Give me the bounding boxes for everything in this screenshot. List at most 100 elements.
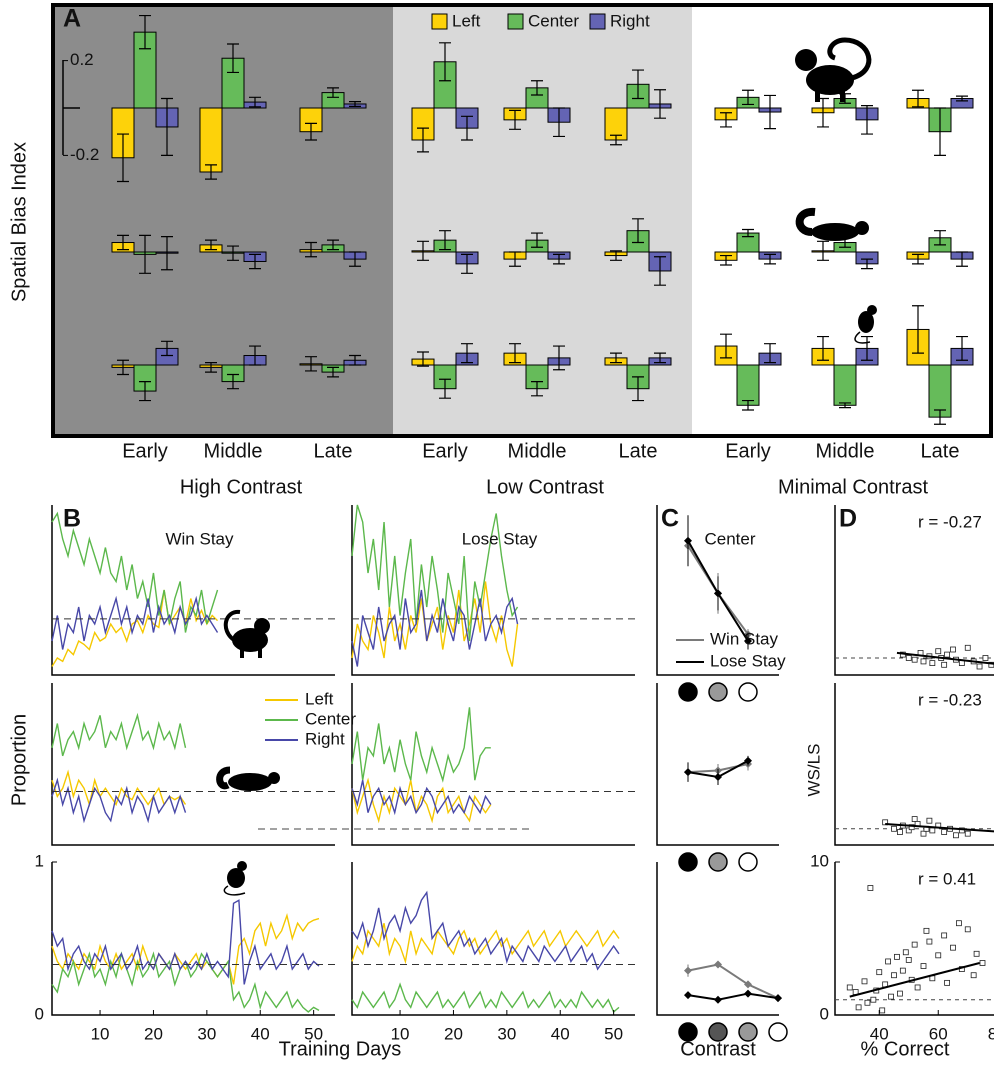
scatter-point — [897, 990, 903, 997]
error-bar — [956, 95, 968, 102]
y-tick-label: 10 — [810, 851, 829, 870]
scatter-point — [973, 950, 980, 957]
correlation-label: r = -0.23 — [918, 690, 982, 709]
error-bar — [610, 352, 622, 364]
scatter-point — [926, 817, 933, 824]
contrast-label: Minimal Contrast — [778, 476, 928, 498]
error-bar — [461, 115, 473, 141]
scatter-point — [911, 941, 918, 948]
error-bar — [439, 378, 451, 399]
scatter-point — [920, 830, 927, 837]
scatter-point — [920, 658, 927, 665]
series-line — [351, 777, 492, 824]
panel-letter: D — [839, 505, 857, 533]
bar — [199, 107, 223, 173]
correlation-label: r = -0.27 — [918, 512, 982, 531]
error-bar — [161, 340, 173, 357]
error-bar — [720, 254, 732, 266]
legend-label: Left — [452, 11, 481, 30]
scatter-point — [897, 829, 903, 835]
error-bar — [139, 234, 151, 274]
error-bar — [742, 399, 754, 411]
stage-label: Middle — [204, 440, 263, 462]
error-bar — [117, 234, 129, 251]
error-bar — [861, 105, 873, 135]
error-bar — [912, 253, 924, 265]
error-bar — [632, 69, 644, 100]
scatter-point — [908, 824, 915, 831]
series-line — [687, 963, 779, 1000]
error-bar — [531, 80, 543, 96]
error-bar — [654, 352, 666, 364]
error-bar — [305, 356, 317, 372]
contrast-marker — [678, 852, 698, 872]
scatter-point — [861, 978, 868, 985]
scatter-point — [941, 829, 948, 835]
series-line — [51, 595, 219, 650]
error-bar — [610, 134, 622, 146]
error-bar — [610, 250, 622, 261]
point-marker — [714, 589, 722, 598]
error-bar — [934, 107, 946, 156]
scatter-point — [941, 932, 948, 939]
scatter-point — [944, 979, 950, 986]
scatter-point — [905, 957, 912, 963]
contrast-marker — [678, 682, 698, 702]
error-bar — [720, 333, 732, 359]
axis — [351, 683, 635, 846]
error-bar — [227, 245, 239, 261]
monkey-icon — [795, 37, 872, 102]
y-tick-label: 1 — [35, 851, 44, 870]
x-tick-label: 40 — [870, 1024, 889, 1043]
axis — [656, 683, 779, 846]
legend-swatch — [431, 13, 448, 30]
error-bar — [349, 354, 361, 366]
scatter-point — [923, 927, 930, 934]
error-bar — [461, 253, 473, 274]
error-bar — [764, 343, 776, 364]
scatter-point — [935, 648, 942, 655]
error-bar — [227, 43, 239, 74]
error-bar — [139, 14, 151, 50]
scatter-point — [926, 938, 933, 945]
error-bar — [327, 239, 339, 251]
scatter-point — [920, 963, 927, 969]
error-bar — [461, 343, 473, 364]
axis — [51, 683, 335, 846]
x-tick-label: 40 — [251, 1024, 270, 1043]
point-marker — [744, 980, 752, 989]
point-marker — [684, 536, 692, 545]
rat-icon-b — [223, 861, 247, 896]
scatter-point — [929, 660, 936, 666]
error-bar — [227, 373, 239, 390]
error-bar — [117, 359, 129, 376]
silhouettes — [216, 37, 877, 896]
scatter-point — [970, 972, 977, 979]
x-tick-label: 20 — [144, 1024, 163, 1043]
stage-label: Early — [122, 440, 168, 462]
error-bar — [305, 241, 317, 258]
legend-swatch — [507, 13, 524, 30]
error-bar — [249, 96, 261, 108]
subplot-title: Center — [704, 529, 755, 548]
scatter-point — [950, 646, 956, 653]
stage-label: Late — [314, 440, 353, 462]
x-tick-label: 30 — [497, 1024, 516, 1043]
error-bar — [417, 351, 429, 367]
scatter-point — [944, 651, 950, 658]
axis — [351, 505, 635, 676]
scatter-point — [964, 644, 971, 651]
series-line — [51, 899, 320, 985]
legend-label: Center — [528, 11, 579, 30]
error-bar — [912, 305, 924, 354]
fit-line — [849, 962, 980, 998]
x-tick-label: 40 — [551, 1024, 570, 1043]
scatter-point — [846, 984, 853, 991]
series-line — [351, 982, 620, 1014]
subplot-title: Win Stay — [165, 529, 234, 548]
mongoose-icon — [795, 207, 869, 241]
x-tick-label: 30 — [197, 1024, 216, 1043]
contrast-label: High Contrast — [180, 476, 303, 498]
scatter-point — [864, 999, 871, 1006]
